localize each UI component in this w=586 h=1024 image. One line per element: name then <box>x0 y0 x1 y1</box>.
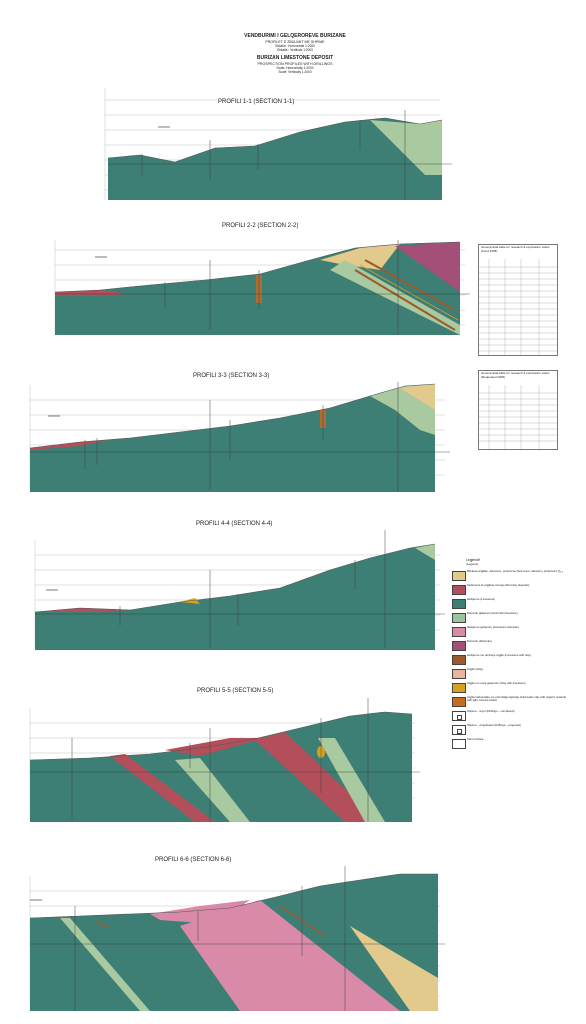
swatch-limestone-clay <box>452 655 466 665</box>
red-clay-cover <box>35 608 130 612</box>
swatch-dolomite <box>452 641 466 651</box>
legend-item: Gëlqerore (Limestone) <box>452 597 572 609</box>
swatch-red-clay <box>452 585 466 595</box>
subtitle-albanian: PROFILET E ZBULIMIT ME SHPIME <box>265 40 325 44</box>
red-clay-band <box>110 754 215 822</box>
legend-item: Karst surface <box>452 737 572 749</box>
section-5-title: PROFILI 5-5 (SECTION 5-5) <box>197 688 274 694</box>
legend-item: Dolomite (Dolomite) <box>452 639 572 651</box>
legend-item: Gelqerore me përzierje argjile (Limeston… <box>452 653 572 665</box>
swatch-limestone <box>452 599 466 609</box>
data-table-fund-2008: General data table for research & explor… <box>478 244 558 356</box>
red-clay-cover <box>30 440 110 450</box>
section-2-title: PROFILI 2-2 (SECTION 2-2) <box>222 223 299 229</box>
dolomite-body <box>395 242 460 292</box>
legend-item: Shpime – kryer (Drillings – completed) <box>452 709 572 721</box>
limestone-body <box>108 118 442 200</box>
swatch-carbonate-clay <box>452 697 466 707</box>
title-albanian: VENDBURIMI I GELQEROREVE BURIZANE <box>244 33 346 39</box>
section-6-title: PROFILI 6-6 (SECTION 6-6) <box>155 857 232 863</box>
dolomitic-limestone-wedge <box>415 544 435 560</box>
section-4-title: PROFILI 4-4 (SECTION 4-4) <box>196 521 273 527</box>
legend: Legjendë (Legend) Mbulesa argjilike, del… <box>452 558 572 752</box>
drill-projected-icon <box>452 725 466 735</box>
legend-item: Sedimente të argjilave të kuqe (Red clay… <box>452 583 572 595</box>
swatch-clay-limestone <box>452 683 466 693</box>
scale-horizontal-albanian: Shkalla : Horizontale 1:2000 <box>275 44 315 48</box>
swatch-dolomitic-limestone <box>452 613 466 623</box>
legend-item: Argjile me copa gelqerore (Clay with lim… <box>452 681 572 693</box>
legend-item: Shpime – projektuara (Drillings – projec… <box>452 723 572 735</box>
soil-band <box>350 926 438 1011</box>
scale-horizontal-english: Scale: Horizontally 1:2000 <box>276 66 314 70</box>
dolomitic-limestone-band <box>330 260 460 335</box>
section-3-title: PROFILI 3-3 (SECTION 3-3) <box>193 373 270 379</box>
legend-heading-en: (Legend) <box>466 562 479 566</box>
subtitle-english: PROSPECTION PROFILES WITH DRILLINGS <box>257 62 333 66</box>
table-caption: General data table for research & explor… <box>481 245 550 253</box>
table-caption: General data table for research & explor… <box>481 371 550 379</box>
swatch-soil <box>452 571 466 581</box>
section-2-diagram <box>54 240 470 335</box>
scale-vertical-english: Scale: Vertically 1:2000 <box>278 70 312 74</box>
red-clay-cover <box>150 900 250 924</box>
swatch-clay <box>452 669 466 679</box>
scale-vertical-albanian: Shkalla : Vertikale 1:2000 <box>277 48 313 52</box>
swatch-limestone-dolomite <box>452 627 466 637</box>
section-1-title: PROFILI 1-1 (SECTION 1-1) <box>218 99 295 105</box>
legend-item: Argjile (Clay) <box>452 667 572 679</box>
karst-surface-icon <box>452 739 466 749</box>
legend-item: Dolomite gëlqerore (Dolomitic limestone) <box>452 611 572 623</box>
section-4-diagram <box>34 530 445 650</box>
limestone-body <box>30 384 435 492</box>
data-table-requested-2008: General data table for research & explor… <box>478 370 558 450</box>
dolomitic-limestone-wedge <box>370 120 442 175</box>
legend-item: Argjile karbonatike me përmbajtje ligënd… <box>452 695 572 707</box>
limestone-body <box>35 544 435 650</box>
soil-cover <box>400 384 435 410</box>
section-6-diagram <box>29 866 445 1011</box>
section-3-diagram <box>29 382 450 492</box>
dolomitic-limestone-band <box>175 758 250 822</box>
section-5-diagram <box>29 698 420 822</box>
drill-completed-icon <box>452 711 466 721</box>
section-1-diagram <box>104 88 452 200</box>
red-clay-band <box>255 732 380 822</box>
red-clay-cover <box>55 290 130 296</box>
title-english: BURIZAN LIMESTONE DEPOSIT <box>256 55 334 61</box>
legend-heading: Legjendë <box>466 558 480 562</box>
legend-item: Mbulesa argjilike, deluvione, proluvione… <box>452 569 572 581</box>
dolomitic-limestone-band <box>60 918 150 1011</box>
legend-item: Gëlqerore gelqerore (Limestone dolomite) <box>452 625 572 637</box>
